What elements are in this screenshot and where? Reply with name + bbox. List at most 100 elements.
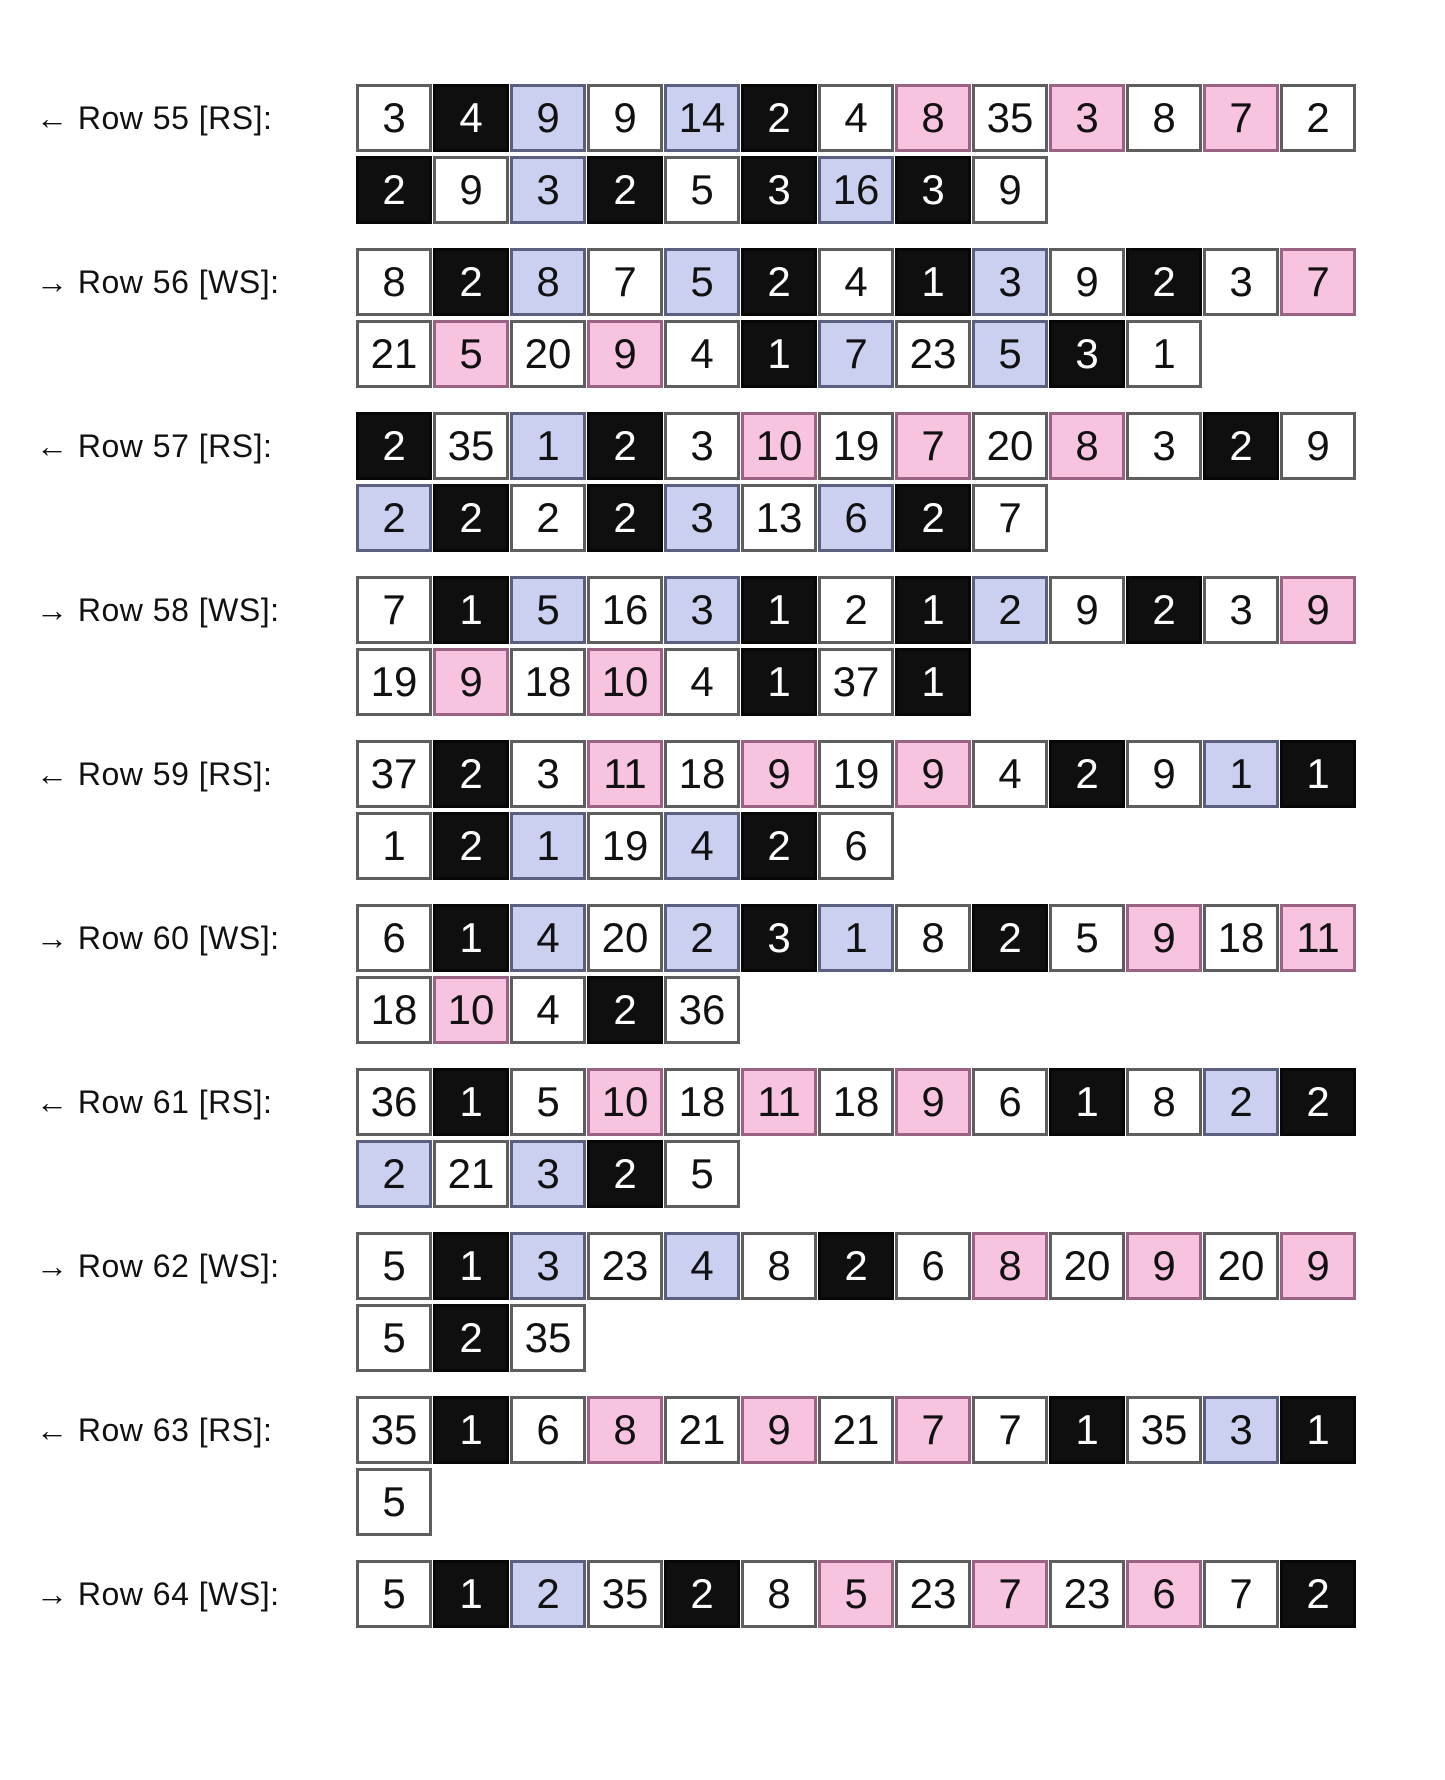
stitch-cell: 23 [895,320,971,388]
stitch-cell: 2 [741,84,817,152]
stitch-cell: 5 [510,1068,586,1136]
stitch-cell: 7 [895,412,971,480]
stitch-cell: 2 [433,740,509,808]
stitch-cell: 1 [433,1232,509,1300]
stitch-cell: 11 [741,1068,817,1136]
stitch-cell: 3 [510,1232,586,1300]
stitch-cell: 1 [433,1560,509,1628]
stitch-cell: 20 [1049,1232,1125,1300]
stitch-cell: 3 [1126,412,1202,480]
stitch-cell: 1 [741,648,817,716]
stitch-cell: 9 [1280,576,1356,644]
stitch-cell: 5 [664,1140,740,1208]
stitch-cell: 8 [1126,1068,1202,1136]
stitch-cell: 9 [433,156,509,224]
stitch-cell: 23 [587,1232,663,1300]
stitch-cell: 35 [356,1396,432,1464]
stitch-cell: 6 [895,1232,971,1300]
stitch-cell: 1 [741,320,817,388]
stitch-cell: 23 [895,1560,971,1628]
stitch-cell: 2 [356,1140,432,1208]
stitch-cell: 2 [433,248,509,316]
stitch-cell: 4 [664,1232,740,1300]
stitch-cell: 37 [356,740,432,808]
pattern-row: → Row 60 [WS]: 6 1 4 20 2 3 1 8 2 5 9 18… [36,904,1445,1048]
row-label: ← Row 63 [RS]: [36,1412,273,1448]
stitch-cell: 2 [818,1232,894,1300]
stitch-cell: 2 [664,904,740,972]
stitch-cell: 4 [664,320,740,388]
stitch-cell: 3 [741,156,817,224]
stitch-cell: 20 [587,904,663,972]
stitch-cell: 3 [356,84,432,152]
stitch-cell: 1 [895,248,971,316]
stitch-cell: 19 [818,412,894,480]
row-label: ← Row 57 [RS]: [36,428,273,464]
stitch-cell: 21 [818,1396,894,1464]
stitch-cell: 35 [433,412,509,480]
stitch-cell: 8 [741,1232,817,1300]
stitch-cell: 2 [587,484,663,552]
stitch-cell: 7 [895,1396,971,1464]
stitch-cell: 1 [433,576,509,644]
stitch-cell: 21 [433,1140,509,1208]
stitch-cell-grid: 2 35 1 2 3 10 19 7 20 8 3 2 9 2 2 2 2 3 … [356,412,1361,556]
stitch-cell: 9 [433,648,509,716]
stitch-cell: 2 [356,156,432,224]
stitch-cell: 9 [1049,248,1125,316]
stitch-cell: 8 [741,1560,817,1628]
row-label: ← Row 59 [RS]: [36,756,273,792]
stitch-cell: 9 [895,1068,971,1136]
stitch-cell: 1 [1049,1068,1125,1136]
stitch-cell: 6 [356,904,432,972]
stitch-cell: 35 [1126,1396,1202,1464]
stitch-cell: 9 [510,84,586,152]
stitch-cell: 9 [972,156,1048,224]
stitch-cell: 2 [587,156,663,224]
stitch-cell-grid: 35 1 6 8 21 9 21 7 7 1 35 3 1 5 [356,1396,1361,1540]
stitch-cell: 7 [972,1396,1048,1464]
stitch-cell: 1 [510,412,586,480]
stitch-cell: 4 [664,812,740,880]
stitch-cell: 1 [433,904,509,972]
stitch-cell: 3 [664,484,740,552]
stitch-cell: 5 [1049,904,1125,972]
stitch-cell: 7 [356,576,432,644]
stitch-cell: 2 [895,484,971,552]
stitch-cell: 18 [664,1068,740,1136]
stitch-cell: 2 [1280,1068,1356,1136]
stitch-cell: 9 [1126,1232,1202,1300]
stitch-cell: 4 [818,84,894,152]
stitch-cell: 3 [895,156,971,224]
stitch-cell: 8 [972,1232,1048,1300]
stitch-cell: 2 [587,976,663,1044]
stitch-cell: 1 [1203,740,1279,808]
stitch-cell: 16 [818,156,894,224]
stitch-cell: 2 [587,1140,663,1208]
stitch-cell-grid: 37 2 3 11 18 9 19 9 4 2 9 1 1 1 2 1 19 4… [356,740,1361,884]
pattern-row: → Row 56 [WS]: 8 2 8 7 5 2 4 1 3 9 2 3 7… [36,248,1445,392]
stitch-cell: 20 [510,320,586,388]
stitch-cell: 7 [1280,248,1356,316]
stitch-cell-grid: 6 1 4 20 2 3 1 8 2 5 9 18 11 18 10 4 2 3… [356,904,1361,1048]
stitch-cell: 6 [1126,1560,1202,1628]
pattern-row: → Row 58 [WS]: 7 1 5 16 3 1 2 1 2 9 2 3 … [36,576,1445,720]
stitch-cell: 2 [433,484,509,552]
pattern-row: → Row 62 [WS]: 5 1 3 23 4 8 2 6 8 20 9 2… [36,1232,1445,1376]
pattern-row: ← Row 63 [RS]: 35 1 6 8 21 9 21 7 7 1 35… [36,1396,1445,1540]
stitch-cell: 2 [664,1560,740,1628]
stitch-cell: 1 [818,904,894,972]
stitch-cell: 2 [1126,248,1202,316]
stitch-cell: 2 [510,484,586,552]
stitch-cell: 1 [1049,1396,1125,1464]
stitch-cell: 3 [1049,84,1125,152]
row-label: → Row 56 [WS]: [36,264,280,300]
stitch-cell-grid: 8 2 8 7 5 2 4 1 3 9 2 3 7 21 5 20 9 4 1 … [356,248,1361,392]
stitch-cell: 5 [433,320,509,388]
stitch-cell-grid: 5 1 2 35 2 8 5 23 7 23 6 7 2 [356,1560,1361,1632]
stitch-cell: 7 [587,248,663,316]
stitch-cell: 1 [433,1068,509,1136]
stitch-cell: 37 [818,648,894,716]
stitch-cell: 3 [1049,320,1125,388]
stitch-cell: 2 [1280,84,1356,152]
